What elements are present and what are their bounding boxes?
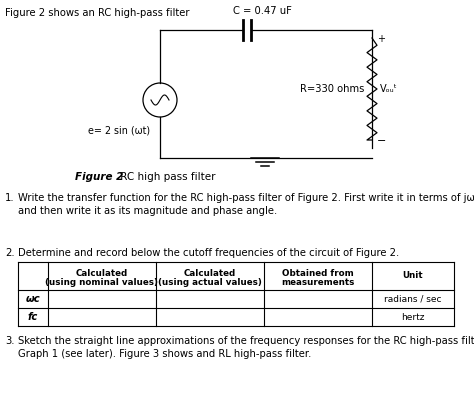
Text: measurements: measurements xyxy=(281,278,355,287)
Text: Calculated: Calculated xyxy=(184,269,236,278)
Text: C = 0.47 uF: C = 0.47 uF xyxy=(233,6,292,16)
Text: and then write it as its magnitude and phase angle.: and then write it as its magnitude and p… xyxy=(18,206,277,216)
Text: Unit: Unit xyxy=(403,271,423,281)
Text: 1.: 1. xyxy=(5,193,15,203)
Text: Figure 2: Figure 2 xyxy=(75,172,123,182)
Text: Calculated: Calculated xyxy=(76,269,128,278)
Text: ωc: ωc xyxy=(26,294,40,304)
Text: radians / sec: radians / sec xyxy=(384,294,442,303)
Text: 2.: 2. xyxy=(5,248,15,258)
Text: hertz: hertz xyxy=(401,312,425,322)
Text: 3.: 3. xyxy=(5,336,15,346)
Text: RC high pass filter: RC high pass filter xyxy=(117,172,216,182)
Text: Graph 1 (see later). Figure 3 shows and RL high-pass filter.: Graph 1 (see later). Figure 3 shows and … xyxy=(18,349,311,359)
Text: Write the transfer function for the RC high-pass filter of Figure 2. First write: Write the transfer function for the RC h… xyxy=(18,193,474,203)
Text: +: + xyxy=(377,34,385,44)
Text: (using actual values): (using actual values) xyxy=(158,278,262,287)
Text: R=330 ohms: R=330 ohms xyxy=(300,84,364,94)
Text: Obtained from: Obtained from xyxy=(282,269,354,278)
Text: Sketch the straight line approximations of the frequency responses for the RC hi: Sketch the straight line approximations … xyxy=(18,336,474,346)
Text: Vₒᵤᵗ: Vₒᵤᵗ xyxy=(380,84,398,94)
Text: e= 2 sin (ωt): e= 2 sin (ωt) xyxy=(88,125,150,135)
Text: fc: fc xyxy=(28,312,38,322)
Text: Figure 2 shows an RC high-pass filter: Figure 2 shows an RC high-pass filter xyxy=(5,8,190,18)
Text: (using nominal values): (using nominal values) xyxy=(46,278,158,287)
Text: Determine and record below the cutoff frequencies of the circuit of Figure 2.: Determine and record below the cutoff fr… xyxy=(18,248,399,258)
Text: −: − xyxy=(377,136,386,146)
